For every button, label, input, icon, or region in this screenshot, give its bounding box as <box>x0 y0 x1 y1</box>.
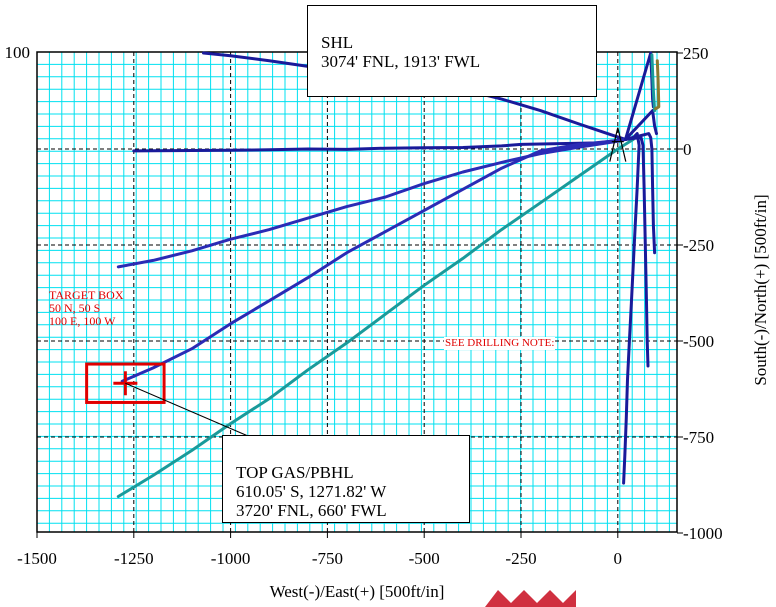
x-axis-title: West(-)/East(+) [500ft/in] <box>270 582 445 601</box>
well-path-2 <box>132 137 627 153</box>
pbhl-annotation: TOP GAS/PBHL 610.05' S, 1271.82' W 3720'… <box>222 435 470 523</box>
y-tick-label: -500 <box>683 332 714 351</box>
shl-annotation: SHL 3074' FNL, 1913' FWL <box>307 5 597 97</box>
well-path-12 <box>654 59 661 111</box>
well-path-9 <box>624 109 658 141</box>
x-tick-label: -1500 <box>17 549 57 568</box>
x-tick-label: -1000 <box>211 549 251 568</box>
well-path-3 <box>116 137 627 269</box>
well-path-7 <box>624 136 650 368</box>
y-tick-label: -750 <box>683 428 714 447</box>
shl-title: SHL <box>321 33 354 52</box>
y-axis-title: South(-)/North(+) [500ft/in] <box>751 194 770 385</box>
series-layer <box>116 51 661 498</box>
well-path-6 <box>622 132 641 485</box>
rig-icon <box>609 127 627 162</box>
top-left-tick-label: 100 <box>5 43 31 62</box>
target-note-ew: 100 E, 100 W <box>49 314 116 328</box>
pbhl-location: 3720' FNL, 660' FWL <box>236 501 387 520</box>
well-path-4 <box>120 137 627 383</box>
x-tick-label: -1250 <box>114 549 154 568</box>
well-path-5 <box>116 137 635 498</box>
well-path-11 <box>650 53 657 113</box>
y-tick-label: 0 <box>683 140 692 159</box>
tick-labels: -1500 -1250 -1000 -750 -500 -250 0 250 0 -250 -500… <box>5 43 771 601</box>
pbhl-leader-line <box>125 382 249 437</box>
target-box <box>85 362 166 404</box>
target-note-ns: 50 N, 50 S <box>49 301 101 315</box>
y-tick-label: -1000 <box>683 524 723 543</box>
x-tick-label: -250 <box>505 549 536 568</box>
logo-mark <box>485 590 576 607</box>
y-tick-label: 250 <box>683 44 709 63</box>
pbhl-title: TOP GAS/PBHL <box>236 463 354 482</box>
well-path-8 <box>624 132 657 255</box>
company-logo <box>485 590 576 607</box>
drilling-note: SEE DRILLING NOTE: <box>444 337 556 350</box>
drilling-note-text: SEE DRILLING NOTE: <box>445 337 555 349</box>
x-tick-label: -500 <box>409 549 440 568</box>
target-note-title: TARGET BOX <box>49 288 124 302</box>
x-tick-label: 0 <box>614 549 623 568</box>
shl-location: 3074' FNL, 1913' FWL <box>321 52 481 71</box>
pbhl-offset: 610.05' S, 1271.82' W <box>236 482 387 501</box>
target-layer <box>85 362 249 437</box>
target-box-note: TARGET BOX 50 N, 50 S 100 E, 100 W <box>49 289 123 328</box>
y-tick-label: -250 <box>683 236 714 255</box>
x-tick-label: -750 <box>312 549 343 568</box>
